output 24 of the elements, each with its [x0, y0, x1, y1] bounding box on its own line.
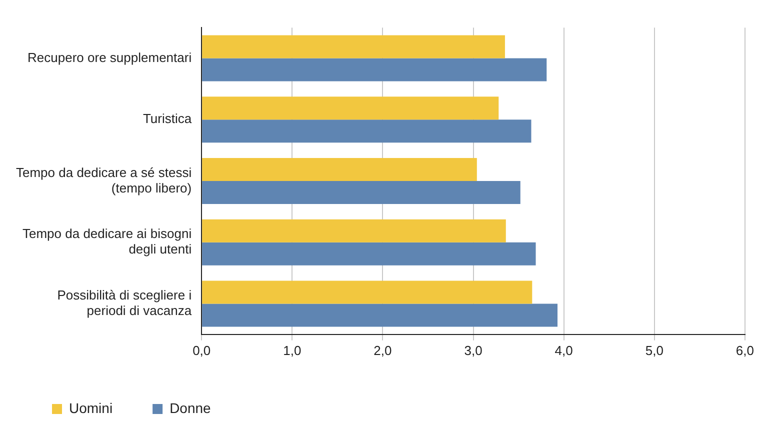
bar — [202, 35, 505, 58]
y-tick-label: Turistica — [142, 111, 192, 126]
y-tick-label: Tempo da dedicare a sé stessi (tempo libero) — [16, 164, 192, 196]
y-tick-label: Tempo da dedicare ai bisogni degli utenti — [22, 226, 192, 257]
x-tick-label: 6,0 — [736, 342, 754, 358]
x-tick-label: 1,0 — [283, 342, 302, 358]
bar — [202, 219, 506, 242]
y-tick-label: Recupero ore supplementari — [28, 50, 192, 65]
bar — [202, 242, 536, 266]
bar — [202, 120, 532, 143]
bar — [202, 181, 520, 204]
x-tick-label: 0,0 — [192, 342, 211, 358]
bar — [202, 304, 558, 327]
x-tick-label: 3,0 — [464, 342, 482, 358]
bar — [202, 96, 499, 120]
legend-label: Uomini — [69, 400, 113, 416]
x-tick-label: 4,0 — [554, 342, 573, 358]
legend-label: Donne — [170, 400, 212, 416]
x-tick-label: 5,0 — [645, 342, 664, 358]
bar — [202, 58, 547, 82]
x-tick-label: 2,0 — [374, 342, 392, 358]
bar — [202, 158, 477, 181]
y-tick-label: Possibilità di scegliere i periodi di vacanza — [57, 288, 192, 318]
bar — [202, 280, 532, 304]
